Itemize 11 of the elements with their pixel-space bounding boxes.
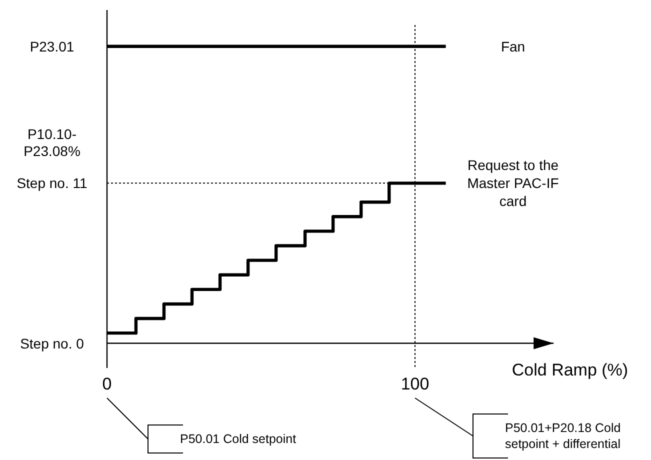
x-tick-label: 0 xyxy=(102,374,112,394)
x-tick-label: 100 xyxy=(400,374,430,394)
text: P50.01 Cold setpoint xyxy=(180,432,297,446)
y-tick-label: Step no. 0 xyxy=(20,335,84,352)
y-tick-label: P10.10-P23.08% xyxy=(24,126,80,159)
series-label: Request to the Master PAC-IF card xyxy=(467,157,559,210)
y-tick-label: P23.01 xyxy=(30,38,74,54)
x-axis-title: Cold Ramp (%) xyxy=(512,360,628,380)
text: P50.01+P20.18 Cold setpoint + differential xyxy=(505,421,621,451)
text: Fan xyxy=(500,38,526,54)
y-tick-label: Step no. 11 xyxy=(16,175,88,192)
